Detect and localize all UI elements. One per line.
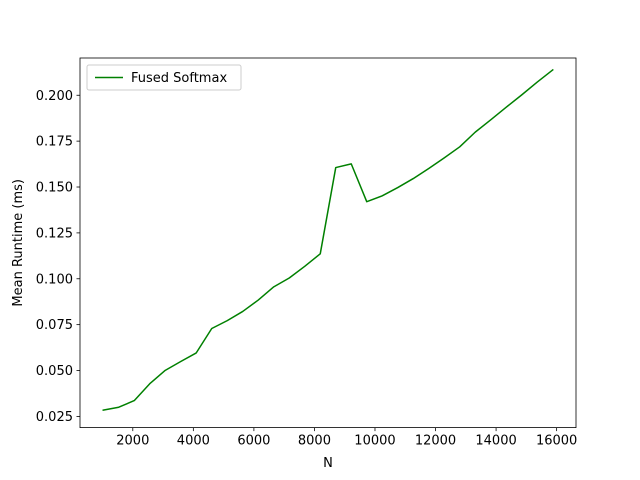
x-tick-label: 6000 — [237, 434, 270, 449]
series-layer — [102, 68, 554, 412]
y-axis-label: Mean Runtime (ms) — [11, 179, 26, 307]
legend-label-fused-softmax: Fused Softmax — [131, 71, 227, 86]
y-tick-label: 0.150 — [36, 181, 73, 196]
x-tick-label: 14000 — [475, 434, 516, 449]
y-tick-label: 0.100 — [36, 272, 73, 287]
y-tick-label: 0.025 — [36, 410, 73, 425]
y-tick-label: 0.200 — [36, 89, 73, 104]
legend-box — [86, 64, 242, 91]
x-tick-label: 12000 — [415, 434, 456, 449]
series-line-fused-softmax — [102, 68, 554, 412]
x-tick-label: 8000 — [298, 434, 331, 449]
y-tick-label: 0.125 — [36, 226, 73, 241]
y-tick-label: 0.175 — [36, 135, 73, 150]
y-tick-label: 0.075 — [36, 318, 73, 333]
plot-frame — [79, 57, 577, 429]
x-tick-label: 2000 — [116, 434, 149, 449]
x-axis-label: N — [323, 456, 333, 471]
legend: Fused Softmax — [86, 64, 242, 91]
y-tick-label: 0.050 — [36, 364, 73, 379]
x-axis: 2000 4000 6000 8000 10000 12000 14000 16000 — [116, 427, 577, 449]
y-axis: 0.025 0.050 0.075 0.100 0.125 0.150 0.175 0.200 — [36, 89, 80, 425]
x-tick-label: 10000 — [354, 434, 395, 449]
x-tick-label: 4000 — [177, 434, 210, 449]
x-tick-label: 16000 — [536, 434, 577, 449]
